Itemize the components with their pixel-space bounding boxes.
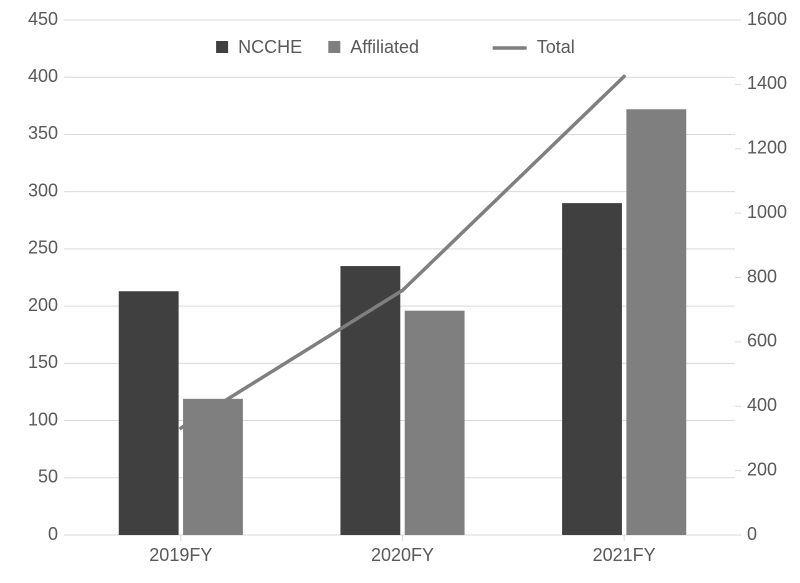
legend-label: NCCHE — [238, 37, 302, 57]
y-right-tick-label: 800 — [747, 266, 777, 286]
legend-label: Affiliated — [350, 37, 419, 57]
bar-ncche — [340, 266, 400, 535]
y-left-tick-label: 250 — [28, 238, 58, 258]
bar-affiliated — [405, 311, 465, 535]
y-right-tick-label: 1200 — [747, 138, 787, 158]
y-right-tick-label: 200 — [747, 459, 777, 479]
y-right-tick-label: 600 — [747, 331, 777, 351]
y-left-tick-label: 450 — [28, 9, 58, 29]
y-left-tick-label: 150 — [28, 352, 58, 372]
x-tick-label: 2019FY — [149, 545, 212, 565]
legend-swatch — [328, 41, 340, 53]
y-left-tick-label: 300 — [28, 180, 58, 200]
y-left-tick-label: 50 — [38, 467, 58, 487]
y-left-tick-label: 200 — [28, 295, 58, 315]
y-right-tick-label: 1600 — [747, 9, 787, 29]
y-right-tick-label: 1400 — [747, 73, 787, 93]
y-left-tick-label: 0 — [48, 524, 58, 544]
y-right-tick-label: 1000 — [747, 202, 787, 222]
y-right-tick-label: 0 — [747, 524, 757, 544]
y-left-tick-label: 400 — [28, 66, 58, 86]
combo-chart: 0 50 100 150 200 250 300 350 400 450 0 200 400 600 800… — [0, 0, 800, 583]
y-left-tick-label: 100 — [28, 409, 58, 429]
chart-container: 0 50 100 150 200 250 300 350 400 450 0 200 400 600 800… — [0, 0, 800, 583]
x-tick-label: 2021FY — [593, 545, 656, 565]
y-left-tick-label: 350 — [28, 123, 58, 143]
bar-ncche — [119, 291, 179, 535]
bar-ncche — [562, 203, 622, 535]
legend-label: Total — [537, 37, 575, 57]
legend-swatch — [216, 41, 228, 53]
x-tick-label: 2020FY — [371, 545, 434, 565]
bar-affiliated — [626, 109, 686, 535]
y-right-tick-label: 400 — [747, 395, 777, 415]
